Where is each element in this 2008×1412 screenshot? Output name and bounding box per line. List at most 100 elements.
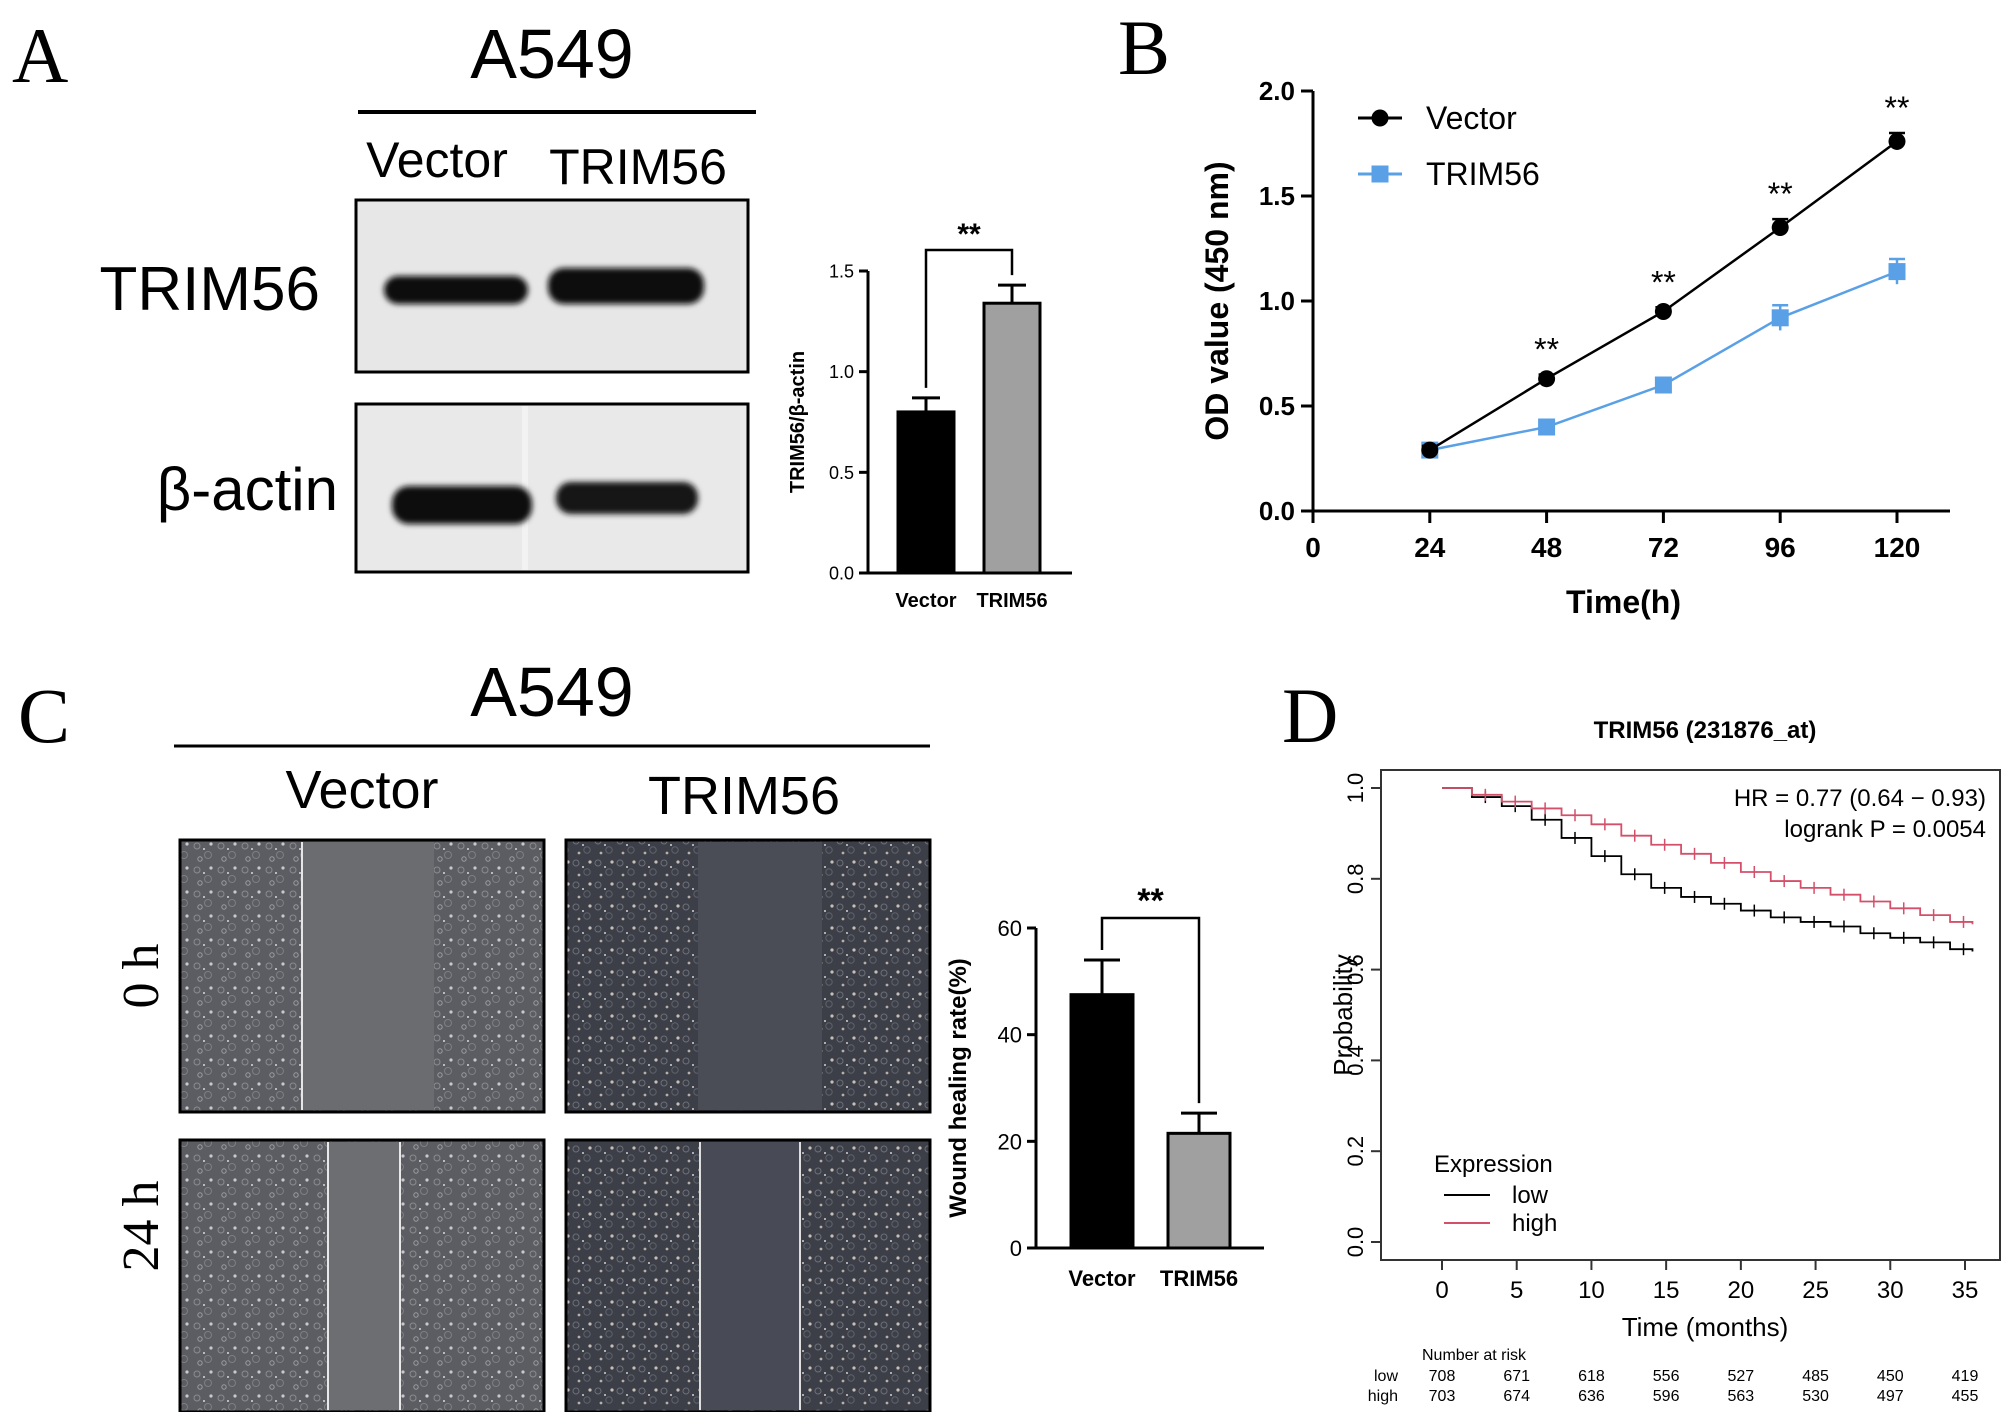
- y-tick-label: 2.0: [1259, 76, 1295, 106]
- bar-vector: [1069, 993, 1135, 1250]
- blot-row-beta-actin: β-actin: [157, 456, 338, 523]
- wound-image-vector-24h: [178, 1138, 546, 1412]
- risk-count-low: 708: [1429, 1368, 1456, 1385]
- wound-image-vector-0h: [178, 838, 546, 1114]
- risk-count-low: 419: [1952, 1368, 1979, 1385]
- panel-a: A A549 Vector TRIM56 TRIM56 β-actin 0.0 0…: [12, 12, 1072, 612]
- wound-image-trim56-24h: [564, 1138, 932, 1412]
- x-tick-label: 0: [1305, 532, 1321, 563]
- risk-count-low: 527: [1728, 1368, 1755, 1385]
- x-tick-label: 30: [1877, 1277, 1904, 1304]
- x-tick-label: 25: [1802, 1277, 1829, 1304]
- y-tick-label: 0.6: [1343, 954, 1368, 985]
- y-axis-label: Wound healing rate(%): [945, 958, 972, 1218]
- blot-col-vector: Vector: [366, 132, 508, 188]
- risk-count-low: 671: [1503, 1368, 1530, 1385]
- risk-count-high: 636: [1578, 1388, 1605, 1405]
- y-tick-label: 1.0: [1343, 773, 1368, 804]
- risk-count-low: 485: [1802, 1368, 1829, 1385]
- legend-label-vector: Vector: [1426, 100, 1517, 136]
- x-tick-label: 5: [1510, 1277, 1523, 1304]
- y-tick-label: 0.0: [1343, 1227, 1368, 1258]
- x-tick-label: 10: [1578, 1277, 1605, 1304]
- y-axis-label: OD value (450 nm): [1199, 161, 1235, 440]
- y-tick-label: 1.5: [829, 261, 854, 281]
- risk-row-label-low: low: [1374, 1368, 1398, 1385]
- western-blot-beta-actin: [354, 402, 750, 574]
- risk-count-low: 450: [1877, 1368, 1904, 1385]
- x-category-label: Vector: [895, 590, 956, 612]
- legend-marker-vector: [1371, 109, 1389, 127]
- significance-bracket: [924, 248, 1014, 388]
- y-tick-label: 0.8: [1343, 864, 1368, 895]
- data-point-vector: [1771, 219, 1789, 236]
- x-axis-label: Time (months): [1622, 1312, 1789, 1342]
- panel-b-letter: B: [1118, 4, 1170, 91]
- x-category-label: TRIM56: [976, 590, 1047, 612]
- data-point-vector: [1421, 441, 1439, 459]
- data-point-trim56: [1888, 263, 1906, 281]
- y-tick-label: 1.5: [1259, 181, 1295, 211]
- significance-label: **: [1137, 882, 1164, 920]
- bar-trim56: [1166, 1131, 1232, 1250]
- risk-count-high: 530: [1802, 1388, 1829, 1405]
- legend-label-trim56: TRIM56: [1426, 156, 1540, 192]
- survival-curve-high: [1442, 787, 1974, 925]
- wound-row-24h: 24 h: [113, 1181, 170, 1272]
- y-tick-label: 0: [1010, 1236, 1022, 1261]
- data-point-vector: [1654, 303, 1672, 320]
- panel-a-letter: A: [12, 12, 68, 99]
- x-tick-label: 15: [1653, 1277, 1680, 1304]
- panel-c-cell-line: A549: [470, 653, 633, 731]
- wound-col-trim56: TRIM56: [648, 766, 840, 826]
- wound-col-vector: Vector: [285, 760, 438, 820]
- risk-count-high: 497: [1877, 1388, 1904, 1405]
- y-tick-label: 1.0: [829, 362, 854, 382]
- y-axis-label: Probability: [1328, 954, 1358, 1075]
- x-tick-label: 20: [1728, 1277, 1755, 1304]
- y-tick-label: 0.2: [1343, 1136, 1368, 1167]
- significance-label: **: [957, 218, 981, 251]
- bar-trim56: [982, 301, 1042, 575]
- significance-label: **: [1885, 90, 1910, 126]
- y-tick-label: 0.5: [1259, 391, 1295, 421]
- panel-a-cell-line: A549: [470, 15, 633, 93]
- x-tick-label: 24: [1414, 532, 1446, 563]
- panel-d: D TRIM56 (231876_at) 0.0 0.2 0.4 0.6 0.8 1.0 0 5…: [1282, 672, 2001, 1405]
- significance-label: **: [1768, 176, 1793, 212]
- x-tick-label: 72: [1648, 532, 1679, 563]
- wound-row-0h: 0 h: [113, 944, 170, 1009]
- y-tick-label: 60: [998, 916, 1022, 941]
- y-tick-label: 20: [998, 1129, 1022, 1154]
- y-tick-label: 0.5: [829, 463, 854, 483]
- x-category-label: TRIM56: [1160, 1266, 1238, 1291]
- hazard-ratio: HR = 0.77 (0.64 − 0.93): [1734, 785, 1986, 812]
- x-tick-label: 120: [1874, 532, 1921, 563]
- y-tick-label: 0.0: [829, 563, 854, 583]
- data-point-vector: [1888, 132, 1906, 150]
- significance-label: **: [1651, 264, 1676, 300]
- significance-label: **: [1534, 332, 1559, 368]
- data-point-trim56: [1654, 376, 1672, 394]
- risk-count-low: 556: [1653, 1368, 1680, 1385]
- risk-row-label-high: high: [1368, 1388, 1398, 1405]
- x-axis-label: Time(h): [1566, 584, 1681, 620]
- data-point-trim56: [1538, 418, 1556, 436]
- significance-bracket: [1100, 916, 1201, 1104]
- risk-count-high: 596: [1653, 1388, 1680, 1405]
- x-tick-label: 48: [1531, 532, 1562, 563]
- bar-vector: [896, 410, 956, 575]
- western-blot-trim56: [354, 198, 750, 374]
- blot-row-trim56: TRIM56: [100, 255, 320, 324]
- logrank-p: logrank P = 0.0054: [1784, 816, 1986, 843]
- chart-a-bar: 0.0 0.5 1.0 1.5 TRIM56/β-actin Vector TRIM56 **: [787, 218, 1072, 612]
- blot-col-trim56: TRIM56: [549, 139, 727, 195]
- x-tick-label: 35: [1952, 1277, 1979, 1304]
- y-tick-label: 40: [998, 1023, 1022, 1048]
- data-point-trim56: [1771, 309, 1789, 327]
- legend-label-high: high: [1512, 1210, 1557, 1237]
- risk-count-high: 674: [1503, 1388, 1530, 1405]
- y-tick-label: 1.0: [1259, 286, 1295, 316]
